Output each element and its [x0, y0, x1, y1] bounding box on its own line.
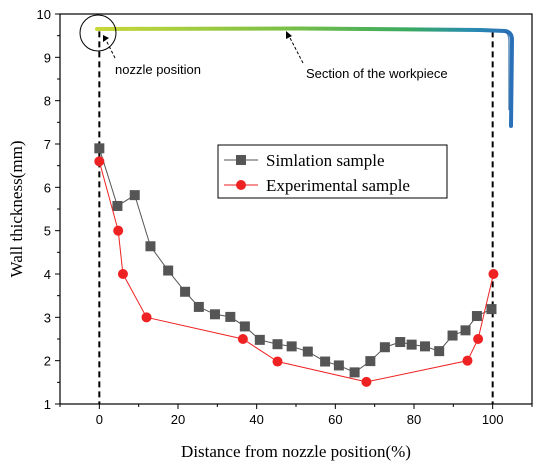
data-point-circle — [94, 156, 105, 167]
data-point-square — [129, 190, 140, 201]
series-simulation — [94, 143, 497, 378]
data-point-square — [272, 339, 283, 350]
data-point-circle — [141, 312, 152, 323]
data-point-square — [349, 367, 360, 378]
data-point-square — [471, 311, 482, 322]
data-point-circle — [361, 376, 372, 387]
y-tick-label: 5 — [44, 224, 51, 239]
y-tick-label: 7 — [44, 137, 51, 152]
y-tick-label: 4 — [44, 267, 51, 282]
data-point-square — [406, 339, 417, 350]
data-point-square — [254, 334, 265, 345]
data-point-square — [239, 321, 250, 332]
legend-box — [217, 144, 448, 199]
data-point-square — [365, 356, 376, 367]
data-point-circle — [473, 334, 484, 344]
y-tick-label: 2 — [44, 354, 51, 369]
legend-exp-marker — [236, 180, 246, 190]
data-point-square — [112, 200, 123, 211]
data-point-circle — [117, 269, 128, 279]
data-point-square — [180, 286, 191, 297]
x-tick-label: 40 — [249, 412, 263, 427]
reference-lines — [98, 31, 494, 404]
x-axis-title: Distance from nozzle position(%) — [181, 442, 411, 461]
legend-sim-label: Simlation sample — [266, 151, 385, 170]
x-tick-label: 80 — [407, 412, 421, 427]
x-tick-label: 20 — [171, 412, 185, 427]
data-point-square — [333, 360, 344, 371]
series-line — [98, 161, 494, 383]
data-point-circle — [462, 355, 473, 366]
data-point-square — [225, 311, 236, 322]
data-point-square — [320, 356, 331, 367]
data-point-square — [434, 346, 445, 357]
data-point-square — [94, 143, 105, 154]
y-axis-title: Wall thickness(mm) — [7, 141, 26, 278]
y-tick-label: 9 — [44, 50, 51, 65]
data-point-square — [379, 342, 390, 353]
y-tick-label: 3 — [44, 310, 51, 325]
data-point-circle — [237, 334, 248, 344]
legend-sim-marker — [236, 155, 246, 165]
data-point-square — [145, 241, 156, 252]
x-tick-label: 100 — [482, 412, 504, 427]
x-tick-label: 60 — [328, 412, 342, 427]
data-point-square — [486, 304, 497, 315]
nozzle-position-annotation: nozzle position — [115, 62, 201, 77]
data-point-square — [420, 341, 431, 352]
legend-exp-label: Experimental sample — [266, 176, 410, 195]
data-point-square — [460, 325, 471, 336]
nozzle-marker-circle — [79, 14, 117, 52]
workpiece-section-image — [95, 26, 514, 128]
data-point-square — [302, 346, 313, 357]
data-point-square — [447, 330, 458, 341]
data-point-square — [286, 341, 297, 352]
y-tick-label: 10 — [37, 7, 51, 22]
legend: Simlation sample Experimental sample — [217, 144, 448, 199]
series-experimental — [94, 156, 499, 387]
annotation-arrows — [103, 31, 304, 64]
y-tick-label: 8 — [44, 94, 51, 109]
y-tick-label: 6 — [44, 180, 51, 195]
workpiece-section-annotation: Section of the workpiece — [306, 66, 448, 81]
data-point-circle — [113, 225, 124, 236]
data-point-square — [193, 301, 204, 312]
x-tick-label: 0 — [96, 412, 103, 427]
y-tick-label: 1 — [44, 397, 51, 412]
data-point-circle — [272, 356, 283, 367]
data-point-square — [395, 337, 406, 348]
axis-ticks: 0 20 40 60 80 100 1 2 3 4 5 6 7 8 9 10 — [37, 7, 533, 427]
data-point-square — [163, 265, 174, 276]
data-point-square — [209, 309, 220, 320]
data-point-circle — [488, 269, 499, 279]
